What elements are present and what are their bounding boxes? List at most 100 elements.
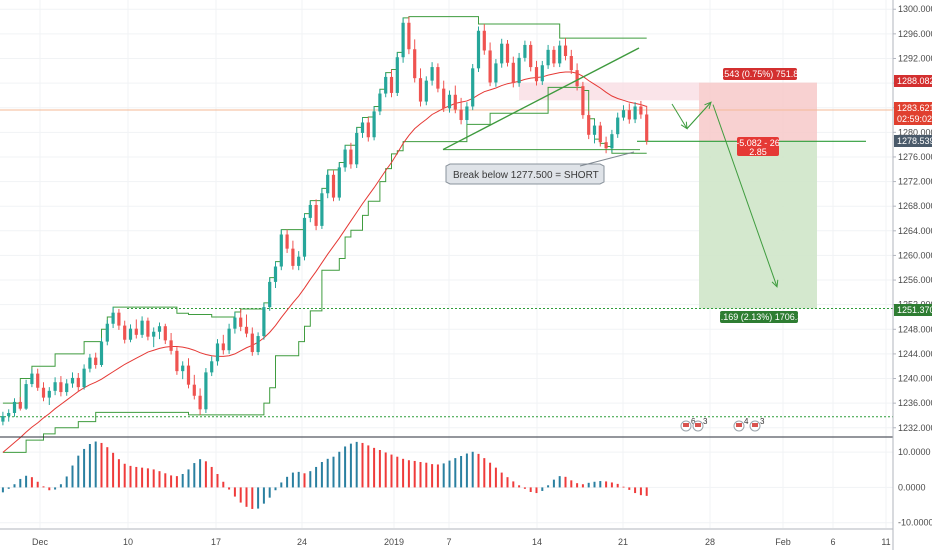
candle-body: [494, 63, 498, 83]
oscillator-bar: [25, 475, 28, 488]
candle-body: [76, 377, 80, 388]
oscillator-tick-label: 10.0000: [898, 447, 931, 457]
candle-body: [291, 248, 295, 266]
oscillator-bar: [274, 487, 277, 491]
oscillator-bar: [622, 486, 625, 488]
oscillator-bar: [71, 465, 74, 488]
candle-body: [244, 326, 249, 334]
candle-body: [604, 142, 608, 149]
oscillator-bar: [42, 486, 45, 488]
candle-body: [430, 67, 434, 81]
flag-icon-stripe: [683, 423, 689, 427]
overlay-lines: [2, 16, 647, 453]
oscillator-bar: [7, 487, 10, 489]
oscillator-bar: [251, 487, 254, 509]
candle-body: [407, 22, 411, 50]
price-axis-tag-text: 1251.370: [897, 305, 932, 315]
candle-body: [36, 373, 40, 388]
price-axis-tag: 02:59:02: [894, 113, 932, 125]
candle-body: [447, 94, 452, 109]
take-profit-zone: [699, 141, 817, 309]
oscillator-bar: [332, 456, 335, 488]
candle-body: [99, 341, 104, 365]
oscillator-bar: [419, 462, 422, 488]
oscillator-bar: [355, 441, 358, 488]
candle-body: [500, 43, 504, 64]
candle-body: [186, 365, 191, 385]
oscillator-bar: [587, 482, 590, 488]
event-marker[interactable]: 6: [680, 417, 696, 432]
oscillator-bar: [286, 476, 289, 488]
event-marker[interactable]: 3: [749, 417, 765, 432]
candle-body: [134, 328, 138, 335]
oscillator-bar: [390, 454, 393, 488]
oscillator-bar: [344, 446, 347, 488]
candle-body: [505, 43, 510, 63]
oscillator-bar: [65, 476, 68, 488]
oscillator-panel: [0, 436, 893, 509]
price-tick-label: 1264.000: [898, 226, 932, 236]
candle-body: [123, 325, 127, 340]
candle-body: [181, 365, 185, 372]
oscillator-bar: [164, 473, 167, 488]
price-tick-label: 1240.000: [898, 374, 932, 384]
oscillator-bar: [425, 462, 428, 488]
oscillator-bar: [257, 487, 260, 509]
oscillator-bar: [634, 487, 637, 494]
oscillator-bar: [297, 471, 300, 488]
candle-body: [169, 340, 173, 351]
candle-body: [511, 62, 515, 84]
time-tick-label: Feb: [775, 537, 791, 547]
candle-body: [30, 373, 34, 385]
target-label-bg: [720, 311, 798, 323]
oscillator-bar: [216, 474, 219, 488]
oscillator-bar: [303, 473, 306, 488]
price-tick-label: 1300.000: [898, 4, 932, 14]
candle-body: [7, 412, 11, 417]
flag-icon-stripe: [736, 423, 742, 427]
candle-body: [360, 122, 365, 133]
channel-lower-line: [2, 86, 647, 453]
oscillator-bar: [448, 460, 451, 488]
oscillator-bar: [320, 462, 323, 488]
projection-arrow-1-head: [680, 121, 688, 130]
oscillator-bar: [535, 487, 538, 494]
price-tick-label: 1256.000: [898, 275, 932, 285]
drawings: Break below 1277.500 = SHORT: [442, 47, 779, 288]
moving-average-line: [2, 71, 647, 453]
price-axis-tag-bg: [894, 75, 932, 87]
event-marker[interactable]: 4: [733, 417, 749, 432]
candle-body: [592, 125, 597, 135]
candle-body: [18, 401, 22, 409]
candle-body: [227, 328, 231, 351]
candle-body: [645, 114, 649, 141]
time-tick-label: 6: [830, 537, 835, 547]
oscillator-bar: [465, 453, 468, 488]
candle-body: [94, 357, 98, 365]
stop-label-text: 9.543 (0.75%) 751.88: [717, 69, 804, 79]
candle-body: [262, 307, 266, 337]
candle-body: [146, 320, 150, 337]
price-tick-label: 1272.000: [898, 177, 932, 187]
oscillator-bar: [547, 485, 550, 488]
price-axis-tag-text: 1283.621: [897, 103, 932, 113]
candle-body: [47, 390, 51, 398]
oscillator-bar: [100, 442, 103, 488]
candle-body: [53, 382, 57, 391]
resistance-box: [519, 82, 699, 101]
oscillator-bar: [175, 476, 178, 488]
time-tick-label: Dec: [32, 537, 49, 547]
time-tick-label: 21: [618, 537, 628, 547]
candle-body: [24, 384, 28, 409]
candle-body: [308, 204, 312, 218]
event-marker[interactable]: 3: [692, 417, 708, 432]
candle-body: [616, 117, 620, 135]
candle-body: [41, 387, 46, 398]
price-tick-label: 1248.000: [898, 324, 932, 334]
labels: 9.543 (0.75%) 751.88 -5.082 - 262.85 27.16…: [680, 68, 807, 432]
candle-body: [459, 109, 463, 121]
oscillator-bar: [558, 476, 561, 488]
candle-body: [239, 317, 243, 327]
